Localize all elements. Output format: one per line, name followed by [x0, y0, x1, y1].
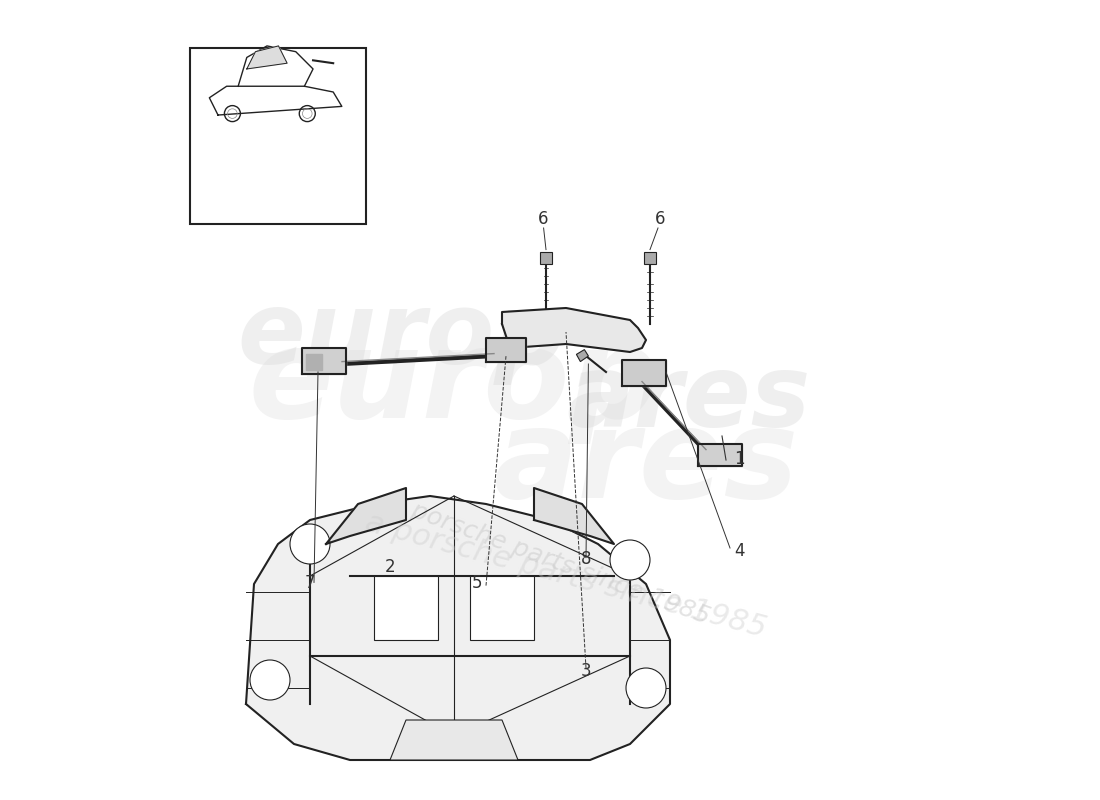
Polygon shape	[540, 252, 552, 264]
Text: 8: 8	[581, 550, 592, 568]
Text: 3: 3	[581, 662, 592, 680]
Polygon shape	[246, 46, 287, 69]
Polygon shape	[644, 252, 657, 264]
Polygon shape	[326, 488, 406, 544]
Polygon shape	[374, 576, 438, 640]
Circle shape	[290, 524, 330, 564]
Text: 2: 2	[385, 558, 395, 576]
Text: ares: ares	[566, 351, 811, 449]
Circle shape	[626, 668, 666, 708]
Text: 5: 5	[472, 574, 482, 592]
Polygon shape	[470, 576, 534, 640]
Text: a porsche parts since 1985: a porsche parts since 1985	[362, 508, 770, 644]
Bar	[190, 48, 366, 224]
Text: a porsche parts since 1985: a porsche parts since 1985	[386, 490, 714, 630]
Polygon shape	[246, 496, 670, 760]
Text: 6: 6	[656, 210, 666, 228]
Text: europ: europ	[238, 287, 566, 385]
Text: europ: europ	[249, 323, 659, 445]
Polygon shape	[306, 354, 322, 370]
Polygon shape	[621, 360, 665, 386]
Polygon shape	[302, 348, 346, 374]
Text: ares: ares	[494, 403, 799, 525]
Polygon shape	[534, 488, 614, 544]
Circle shape	[250, 660, 290, 700]
Circle shape	[610, 540, 650, 580]
Polygon shape	[502, 308, 646, 352]
Text: 4: 4	[734, 542, 745, 560]
Polygon shape	[698, 444, 742, 466]
Polygon shape	[486, 338, 526, 362]
Polygon shape	[390, 720, 518, 760]
Text: 7: 7	[305, 574, 316, 592]
Text: 6: 6	[538, 210, 549, 228]
Text: 1: 1	[734, 450, 745, 468]
Polygon shape	[576, 350, 588, 362]
